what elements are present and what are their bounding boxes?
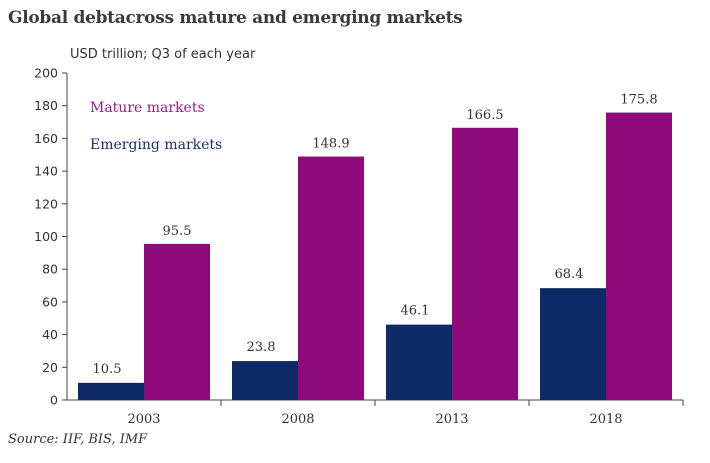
bar-mature-markets bbox=[452, 127, 518, 401]
y-tick-label: 200 bbox=[34, 66, 58, 81]
x-tick-label: 2008 bbox=[281, 412, 314, 427]
chart-title: Global debtacross mature and emerging ma… bbox=[8, 8, 463, 28]
y-tick-label: 100 bbox=[34, 229, 58, 244]
data-label-emerging: 46.1 bbox=[401, 304, 430, 319]
data-label-mature: 148.9 bbox=[312, 137, 349, 152]
bar-emerging-markets bbox=[78, 382, 144, 400]
x-tick-label: 2003 bbox=[127, 412, 160, 427]
y-tick-label: 120 bbox=[34, 196, 58, 211]
bar-emerging-markets bbox=[232, 361, 298, 400]
data-label-emerging: 10.5 bbox=[93, 362, 122, 377]
data-label-emerging: 23.8 bbox=[247, 340, 276, 355]
x-tick-label: 2018 bbox=[589, 412, 622, 427]
y-tick-label: 20 bbox=[42, 360, 58, 375]
y-tick-label: 180 bbox=[34, 98, 58, 113]
y-tick-label: 40 bbox=[42, 327, 58, 342]
y-tick-label: 160 bbox=[34, 131, 58, 146]
data-label-mature: 166.5 bbox=[466, 108, 503, 123]
data-labels: 10.5 95.5 23.8 148.9 46.1 166.5 68.4 175.8 bbox=[93, 93, 658, 377]
data-label-mature: 95.5 bbox=[163, 224, 192, 239]
y-tick-label: 80 bbox=[42, 262, 58, 277]
x-tick-label: 2013 bbox=[435, 412, 468, 427]
legend-mature-markets: Mature markets bbox=[90, 100, 205, 116]
bar-mature-markets bbox=[298, 156, 364, 400]
bar-mature-markets bbox=[606, 112, 672, 400]
source-note: Source: IIF, BIS, IMF bbox=[8, 432, 148, 447]
bar-mature-markets bbox=[144, 243, 210, 400]
legend-emerging-markets: Emerging markets bbox=[90, 137, 222, 153]
y-tick-label: 60 bbox=[42, 294, 58, 309]
data-label-mature: 175.8 bbox=[620, 93, 657, 108]
bar-emerging-markets bbox=[386, 324, 452, 400]
legend: Mature markets Emerging markets bbox=[90, 100, 222, 153]
y-axis-unit-label: USD trillion; Q3 of each year bbox=[70, 47, 256, 62]
bar-emerging-markets bbox=[540, 288, 606, 400]
y-tick-label: 0 bbox=[50, 393, 58, 408]
data-label-emerging: 68.4 bbox=[555, 267, 584, 282]
y-tick-label: 140 bbox=[34, 164, 58, 179]
bars bbox=[78, 112, 672, 401]
